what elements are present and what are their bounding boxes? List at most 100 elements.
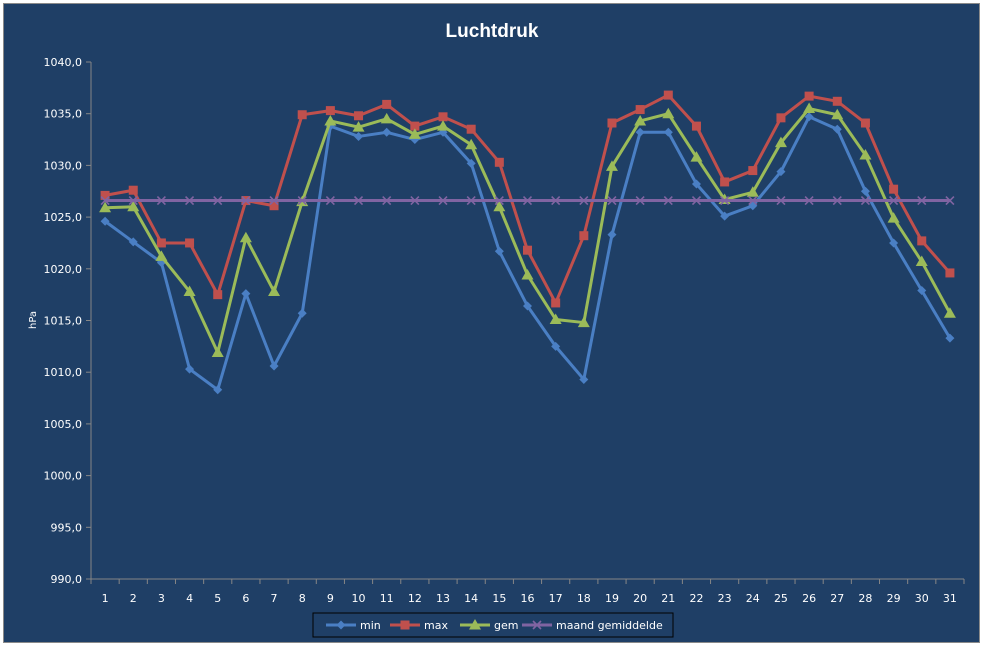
data-point bbox=[803, 102, 816, 114]
data-point bbox=[579, 374, 589, 384]
data-point bbox=[325, 195, 335, 206]
legend-entry: maand gemiddelde bbox=[522, 619, 663, 632]
data-point bbox=[269, 201, 279, 211]
x-tick-label: 14 bbox=[464, 592, 478, 605]
data-point bbox=[128, 185, 138, 195]
data-point bbox=[410, 121, 420, 131]
data-point bbox=[804, 112, 814, 122]
data-point bbox=[607, 118, 617, 128]
x-tick-label: 31 bbox=[943, 592, 957, 605]
data-point bbox=[156, 195, 166, 206]
legend-label: min bbox=[360, 619, 381, 632]
chart-title: Luchtdruk bbox=[446, 21, 539, 42]
x-tick-label: 25 bbox=[774, 592, 788, 605]
legend-swatch-marker bbox=[469, 619, 481, 630]
series-line bbox=[105, 107, 952, 355]
data-point bbox=[493, 200, 506, 212]
data-point bbox=[720, 195, 730, 206]
data-point bbox=[663, 195, 673, 206]
x-tick-label: 21 bbox=[661, 592, 675, 605]
data-point bbox=[156, 238, 166, 248]
x-tick-label: 1 bbox=[102, 592, 109, 605]
data-point bbox=[128, 237, 138, 247]
data-point bbox=[774, 136, 787, 148]
data-point bbox=[832, 124, 842, 134]
x-tick-label: 2 bbox=[130, 592, 137, 605]
data-point bbox=[127, 200, 140, 212]
legend-swatch-marker bbox=[336, 620, 346, 630]
y-tick-label: 1030,0 bbox=[44, 159, 83, 172]
y-tick-label: 1040,0 bbox=[44, 56, 83, 69]
data-point bbox=[860, 195, 871, 206]
data-point bbox=[945, 195, 955, 206]
x-tick-label: 16 bbox=[521, 592, 535, 605]
x-tick-label: 22 bbox=[689, 592, 703, 605]
x-tick-label: 30 bbox=[915, 592, 929, 605]
y-tick-label: 1005,0 bbox=[44, 418, 83, 431]
data-point bbox=[720, 177, 730, 187]
x-tick-label: 8 bbox=[299, 592, 306, 605]
data-point bbox=[241, 195, 251, 206]
legend-swatch-marker bbox=[532, 620, 542, 630]
data-point bbox=[887, 212, 900, 223]
data-point bbox=[382, 127, 392, 137]
legend: min max gem maand gemiddelde bbox=[312, 612, 674, 638]
y-tick-label: 1035,0 bbox=[44, 108, 83, 121]
data-point bbox=[579, 231, 589, 241]
data-point bbox=[354, 111, 364, 121]
data-point bbox=[804, 195, 814, 206]
data-point bbox=[607, 195, 617, 206]
data-point bbox=[410, 195, 420, 206]
data-point bbox=[437, 120, 450, 131]
data-point bbox=[297, 195, 307, 206]
data-point bbox=[634, 114, 647, 126]
data-point bbox=[889, 238, 899, 248]
data-point bbox=[408, 128, 421, 139]
series-min bbox=[100, 112, 955, 395]
x-tick-label: 5 bbox=[214, 592, 221, 605]
data-point bbox=[466, 124, 476, 134]
x-tick-label: 12 bbox=[408, 592, 422, 605]
data-point bbox=[521, 269, 534, 280]
data-point bbox=[382, 99, 392, 109]
data-point bbox=[831, 108, 844, 120]
data-point bbox=[438, 112, 448, 122]
data-point bbox=[691, 179, 701, 189]
axes: 990,0 995,0 1000,0 1005,0 1010,0 1015,0 1020,0… bbox=[44, 56, 965, 605]
x-tick-label: 4 bbox=[186, 592, 193, 605]
data-point bbox=[241, 289, 251, 299]
data-point bbox=[746, 186, 759, 197]
data-point bbox=[213, 385, 223, 395]
legend-label: gem bbox=[494, 619, 518, 632]
data-point bbox=[551, 195, 561, 206]
data-point bbox=[551, 298, 561, 308]
data-point bbox=[324, 114, 337, 126]
y-tick-label: 1010,0 bbox=[44, 366, 83, 379]
data-point bbox=[465, 138, 478, 150]
data-point bbox=[917, 236, 927, 246]
data-point bbox=[776, 195, 786, 206]
data-point bbox=[691, 121, 701, 131]
data-point bbox=[155, 250, 168, 261]
data-point bbox=[297, 308, 307, 318]
data-point bbox=[915, 255, 928, 267]
x-tick-label: 29 bbox=[887, 592, 901, 605]
x-tick-label: 11 bbox=[380, 592, 394, 605]
data-point bbox=[776, 167, 786, 177]
data-point bbox=[213, 290, 223, 300]
x-tick-label: 6 bbox=[242, 592, 249, 605]
series-maand-gemiddelde bbox=[100, 195, 955, 206]
y-axis-title: hPa bbox=[28, 311, 39, 329]
x-tick-label: 18 bbox=[577, 592, 591, 605]
x-tick-label: 28 bbox=[858, 592, 872, 605]
data-point bbox=[100, 190, 110, 200]
x-tick-label: 19 bbox=[605, 592, 619, 605]
data-point bbox=[690, 151, 703, 162]
x-tick-label: 3 bbox=[158, 592, 165, 605]
data-point bbox=[663, 90, 673, 100]
data-point bbox=[522, 195, 533, 206]
x-tick-label: 24 bbox=[746, 592, 760, 605]
y-tick-label: 1015,0 bbox=[44, 315, 83, 328]
data-point bbox=[494, 157, 504, 167]
y-tick-label: 1000,0 bbox=[44, 470, 83, 483]
